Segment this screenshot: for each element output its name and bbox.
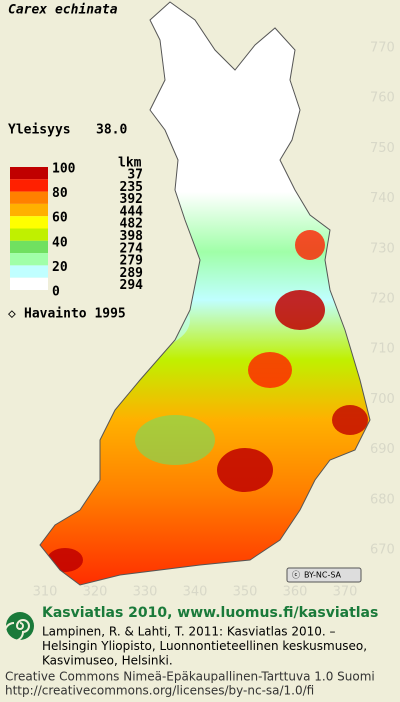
legend-count: 37 bbox=[127, 168, 143, 183]
legend-swatch bbox=[10, 167, 48, 180]
legend-percent: 100 bbox=[52, 162, 76, 177]
legend-count: 294 bbox=[120, 278, 144, 293]
cc-icon: ⓒ bbox=[292, 571, 300, 580]
legend-swatch bbox=[10, 203, 48, 217]
country-outline bbox=[39, 1, 371, 586]
species-title: Carex echinata bbox=[8, 3, 118, 18]
northing-label: 690 bbox=[370, 442, 395, 457]
footer: Lampinen, R. & Lahti, T. 2011: Kasviatla… bbox=[5, 625, 375, 698]
legend-swatch bbox=[10, 265, 48, 278]
frequency-label: Yleisyys bbox=[8, 123, 71, 138]
easting-label: 350 bbox=[233, 585, 258, 600]
map-fill bbox=[40, 2, 370, 585]
northing-label: 750 bbox=[370, 141, 395, 156]
footer-heading: Kasviatlas 2010, www.luomus.fi/kasviatla… bbox=[42, 605, 378, 621]
legend-count: 444 bbox=[120, 204, 144, 219]
map-area bbox=[40, 2, 370, 585]
northing-label: 680 bbox=[370, 492, 395, 507]
legend-swatch bbox=[10, 253, 48, 266]
northing-label: 770 bbox=[370, 41, 395, 56]
legend-percent: 20 bbox=[52, 260, 68, 275]
legend-percent: 0 bbox=[52, 285, 60, 300]
cc-badge bbox=[286, 567, 362, 583]
footer-citation: Kasvimuseo, Helsinki. bbox=[42, 654, 173, 668]
legend-percent: 60 bbox=[52, 211, 68, 226]
easting-label: 370 bbox=[333, 585, 358, 600]
region bbox=[135, 415, 215, 465]
footer-license: http://creativecommons.org/licenses/by-n… bbox=[5, 684, 314, 698]
footer-license: Creative Commons Nimeä-Epäkaupallinen-Ta… bbox=[5, 670, 375, 684]
hotspot bbox=[275, 290, 325, 330]
legend-count: 392 bbox=[120, 192, 143, 207]
legend-swatch bbox=[10, 228, 48, 241]
legend-count: 279 bbox=[120, 254, 143, 269]
legend-swatch bbox=[10, 191, 48, 204]
northing-label: 760 bbox=[370, 91, 395, 106]
legend-count: 398 bbox=[120, 229, 144, 244]
northing-label: 720 bbox=[370, 292, 395, 307]
footer-citation: Helsingin Yliopisto, Luonnontieteellinen… bbox=[42, 639, 367, 653]
cc-badge-text: BY-NC-SA bbox=[304, 571, 342, 580]
legend-swatch bbox=[10, 216, 48, 229]
observation-note: Havainto 1995 bbox=[24, 307, 126, 322]
legend: 100 80 60 40 20 0 3723539244448239827427928929… bbox=[10, 162, 143, 300]
legend-count: 274 bbox=[120, 241, 144, 256]
easting-label: 360 bbox=[283, 585, 308, 600]
legend-swatch bbox=[10, 179, 48, 192]
footer-citation: Lampinen, R. & Lahti, T. 2011: Kasviatla… bbox=[42, 625, 336, 639]
northing-label: 670 bbox=[370, 543, 395, 558]
northing-label: 730 bbox=[370, 241, 395, 256]
easting-label: 310 bbox=[33, 585, 58, 600]
legend-count: 289 bbox=[120, 266, 143, 281]
hotspot bbox=[332, 405, 368, 435]
legend-percent: 40 bbox=[52, 235, 68, 250]
observation-marker: ◇ bbox=[8, 307, 16, 322]
easting-label: 320 bbox=[83, 585, 108, 600]
legend-count: 235 bbox=[120, 180, 143, 195]
hotspot bbox=[248, 352, 292, 388]
logo bbox=[4, 612, 34, 642]
legend-swatch bbox=[10, 277, 48, 290]
grid-labels: 770 760 750 740 730 720 710 700 690 680 670 310 320 3… bbox=[33, 41, 395, 600]
legend-percent: 80 bbox=[52, 186, 68, 201]
logo-circle bbox=[6, 612, 34, 640]
count-label: lkm bbox=[118, 156, 142, 171]
northing-label: 700 bbox=[370, 392, 395, 407]
northing-label: 740 bbox=[370, 191, 395, 206]
easting-label: 340 bbox=[183, 585, 208, 600]
legend-count: 482 bbox=[120, 217, 143, 232]
hotspot bbox=[295, 230, 325, 260]
frequency-value: 38.0 bbox=[96, 123, 127, 138]
easting-label: 330 bbox=[133, 585, 158, 600]
legend-swatch bbox=[10, 240, 48, 254]
hotspot bbox=[217, 448, 273, 492]
logo-spiral bbox=[4, 619, 30, 642]
northing-label: 710 bbox=[370, 342, 395, 357]
